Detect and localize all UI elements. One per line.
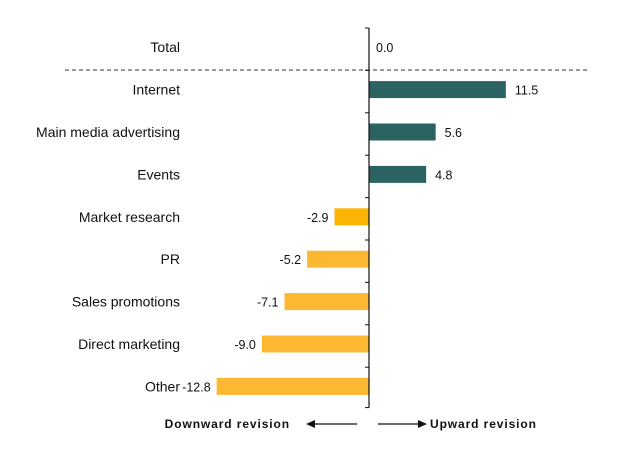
category-label-pr: PR	[161, 251, 180, 267]
value-label-main-media-advertising: 5.6	[445, 126, 462, 140]
value-label-internet: 11.5	[515, 84, 538, 98]
bars-layer	[216, 81, 506, 395]
bar-main-media-advertising	[369, 123, 436, 141]
value-label-direct-marketing: -9.0	[234, 338, 256, 352]
category-label-total: Total	[150, 39, 180, 55]
category-label-main-media-advertising: Main media advertising	[36, 124, 180, 140]
bar-events	[369, 165, 427, 183]
value-label-market-research: -2.9	[307, 211, 329, 225]
category-label-market-research: Market research	[79, 209, 180, 225]
bar-sales-promotions	[284, 293, 369, 311]
value-label-total: 0.0	[376, 41, 393, 55]
category-label-direct-marketing: Direct marketing	[78, 336, 180, 352]
category-label-sales-promotions: Sales promotions	[72, 294, 180, 310]
labels-layer: Total 0.0 Internet 11.5 Main media advertisi…	[36, 39, 538, 394]
bar-direct-marketing	[261, 335, 369, 353]
category-label-other: Other	[145, 378, 180, 394]
right-arrow-icon	[378, 420, 427, 428]
upward-revision-label: Upward revision	[430, 417, 537, 431]
value-label-pr: -5.2	[280, 253, 302, 267]
value-label-sales-promotions: -7.1	[257, 296, 279, 310]
bar-other	[216, 377, 369, 395]
zero-axis	[365, 27, 370, 409]
value-label-other: -12.8	[182, 380, 211, 394]
bar-internet	[369, 81, 506, 99]
bar-pr	[307, 250, 369, 268]
bar-market-research	[334, 208, 369, 226]
value-label-events: 4.8	[435, 168, 452, 182]
left-arrow-icon	[306, 420, 357, 428]
category-label-events: Events	[137, 166, 180, 182]
category-label-internet: Internet	[133, 82, 181, 98]
downward-revision-label: Downward revision	[165, 417, 290, 431]
